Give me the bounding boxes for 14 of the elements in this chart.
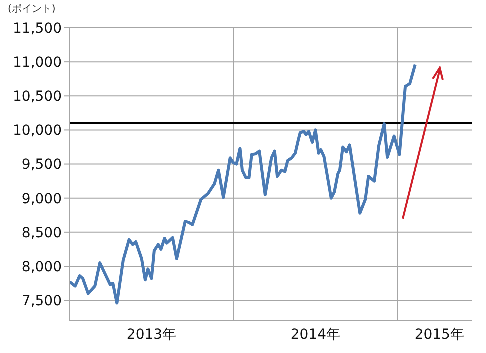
x-tick-label: 2014年 <box>290 326 341 343</box>
y-tick-label: 10,500 <box>13 89 62 106</box>
y-tick-label: 9,500 <box>22 157 62 174</box>
y-tick-label: 8,000 <box>22 259 62 276</box>
x-tick-label: 2013年 <box>126 326 177 343</box>
line-series <box>70 63 417 305</box>
y-tick-label: 10,000 <box>13 123 62 140</box>
x-tick-label: 2015年 <box>414 326 464 343</box>
y-tick-label: 11,000 <box>13 55 62 72</box>
y-axis-title: (ポイント) <box>8 3 56 16</box>
y-tick-label: 7,500 <box>22 294 62 310</box>
y-tick-label: 11,500 <box>13 20 62 37</box>
y-tick-label: 9,000 <box>22 191 62 208</box>
y-tick-label: 8,500 <box>22 225 62 242</box>
